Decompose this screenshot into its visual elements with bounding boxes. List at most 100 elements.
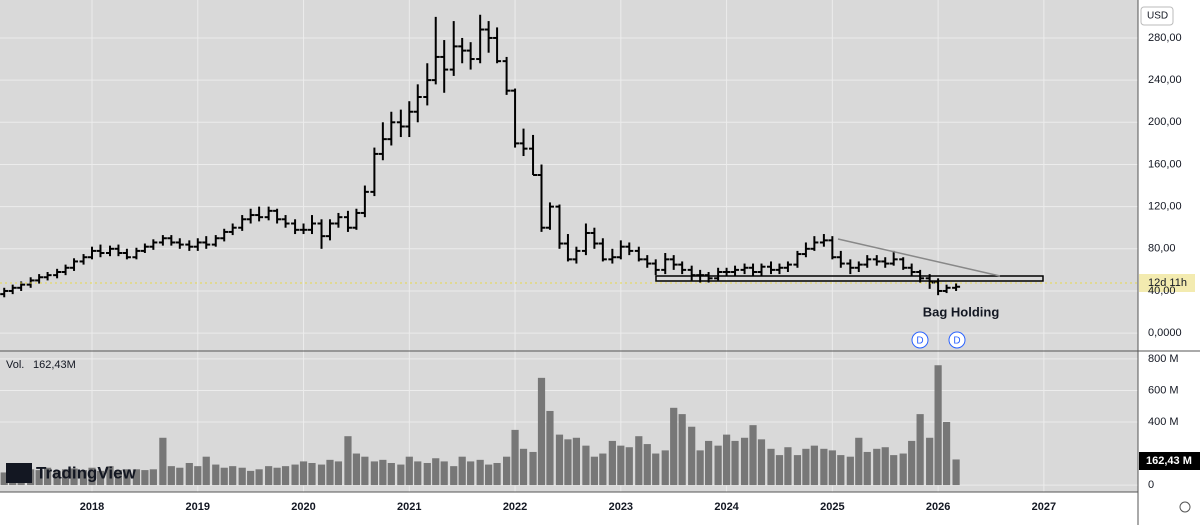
ohlc-bar: [220, 228, 229, 242]
y-tick-label: 0: [1148, 479, 1154, 491]
volume-bar: [661, 450, 669, 486]
volume-bar: [705, 440, 713, 486]
y-tick-label: 160,00: [1148, 158, 1182, 170]
volume-value: 162,43M: [33, 359, 76, 371]
volume-bar: [405, 456, 413, 486]
volume-bar: [952, 459, 960, 486]
ohlc-bar: [167, 235, 176, 246]
x-tick-label: 2026: [926, 501, 950, 513]
volume-bar: [387, 462, 395, 486]
ohlc-bar: [413, 84, 422, 123]
volume-bar: [775, 455, 784, 486]
price-axis: [1138, 0, 1200, 525]
volume-bar: [749, 425, 757, 486]
volume-bar: [625, 447, 633, 486]
x-tick-label: 2018: [80, 501, 104, 513]
logo-mark: [6, 463, 32, 483]
volume-bar: [722, 434, 731, 486]
volume-bar: [678, 414, 686, 486]
volume-bar: [167, 466, 175, 486]
volume-bar: [132, 469, 141, 486]
volume-bar: [503, 456, 511, 486]
volume-bar: [529, 451, 537, 486]
settings-button[interactable]: [1179, 501, 1191, 513]
volume-bar: [361, 456, 369, 486]
volume-bar: [916, 414, 924, 486]
x-tick-label: 2025: [820, 501, 844, 513]
ohlc-bar: [563, 234, 572, 262]
volume-bar: [519, 448, 528, 486]
marker-label[interactable]: D: [953, 336, 960, 347]
ohlc-bar: [793, 250, 802, 268]
ohlc-bar: [651, 259, 660, 276]
volume-bar: [352, 453, 361, 486]
volume-bar: [432, 458, 440, 486]
volume-bar: [810, 445, 818, 486]
ohlc-bar: [140, 243, 149, 254]
volume-bar: [334, 461, 343, 486]
volume-bar: [740, 437, 749, 486]
volume-bar: [458, 456, 466, 486]
volume-bar: [599, 453, 607, 486]
ohlc-bar: [590, 227, 599, 249]
marker-label[interactable]: D: [916, 336, 923, 347]
ohlc-bar: [537, 164, 546, 232]
volume-bar: [546, 410, 554, 486]
ohlc-bar: [466, 42, 475, 70]
ohlc-bar: [714, 267, 723, 281]
volume-bar: [767, 448, 775, 486]
volume-bar: [61, 469, 70, 486]
volume-bar: [537, 377, 546, 486]
volume-bar: [79, 470, 88, 486]
ohlc-bar: [8, 284, 17, 295]
ohlc-bar: [608, 248, 617, 264]
volume-bar: [820, 448, 828, 486]
volume-title: Vol.: [6, 359, 24, 371]
y-tick-label: 240,00: [1148, 74, 1182, 86]
dividend-marker[interactable]: [911, 331, 929, 349]
ohlc-bar: [907, 263, 916, 277]
ohlc-bar: [158, 235, 167, 246]
ohlc-bar: [881, 257, 890, 268]
volume-bar: [35, 470, 43, 486]
ohlc-bar: [545, 202, 554, 230]
volume-bar: [0, 472, 8, 486]
volume-bar: [440, 461, 448, 486]
volume-bar: [299, 461, 308, 486]
ohlc-bar: [317, 219, 326, 249]
volume-bar: [590, 456, 598, 486]
ohlc-bar: [889, 250, 898, 266]
ohlc-bar: [431, 16, 440, 85]
currency[interactable]: USD: [1147, 11, 1168, 22]
y-tick-label: 40,00: [1148, 285, 1176, 297]
volume-bar: [247, 470, 255, 486]
ohlc-bar: [273, 208, 282, 224]
volume-bar: [873, 448, 881, 486]
plot-background: [0, 0, 1138, 492]
ohlc-bar: [185, 240, 194, 251]
ohlc-bar: [519, 128, 528, 157]
volume-bar: [564, 439, 572, 486]
volume-bar: [291, 464, 299, 486]
drawing-trendline: [837, 238, 1001, 277]
volume-bar: [370, 461, 378, 486]
ohlc-bar: [360, 185, 369, 218]
ohlc-bar: [325, 219, 334, 241]
x-tick-label: 2024: [714, 501, 739, 513]
ohlc-bar: [307, 215, 316, 235]
countdown: 12d 11h: [1148, 277, 1187, 289]
drawing-rectangle: [655, 275, 1044, 282]
volume-last-box: [1139, 452, 1200, 470]
ohlc-bar: [740, 263, 749, 275]
ohlc-bar: [440, 40, 449, 93]
dividend-marker[interactable]: [948, 331, 966, 349]
ohlc-bar: [687, 265, 696, 281]
ohlc-bar: [731, 265, 740, 277]
currency-button[interactable]: [1140, 6, 1174, 26]
volume-bar: [714, 445, 722, 486]
annotation: Bag Holding: [923, 304, 1000, 319]
ohlc-bar: [211, 235, 220, 247]
volume-bar: [652, 453, 660, 486]
volume-bar: [149, 469, 157, 486]
ohlc-bar: [749, 263, 758, 277]
